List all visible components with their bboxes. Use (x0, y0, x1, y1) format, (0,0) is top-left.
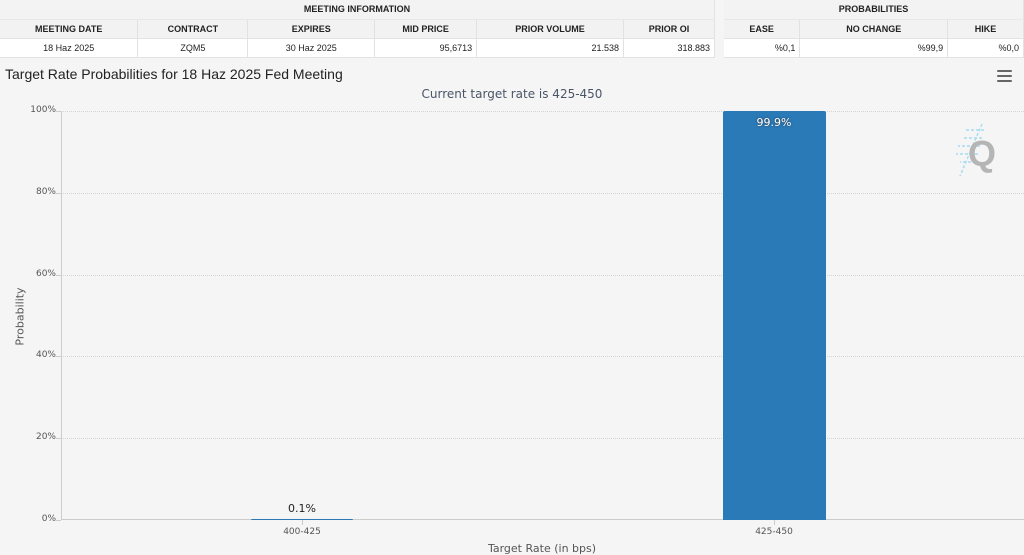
probabilities-header: PROBABILITIES (724, 0, 1024, 20)
expires-value: 30 Haz 2025 (247, 38, 376, 58)
col-meeting-date: MEETING DATE (0, 19, 139, 39)
table-row: 18 Haz 2025 ZQM5 30 Haz 2025 95,6713 21.… (0, 38, 715, 58)
col-contract: CONTRACT (137, 19, 249, 39)
y-axis (61, 111, 62, 520)
y-tick-label: 100% (30, 105, 56, 115)
gridline (61, 193, 1024, 194)
table-row: %0,1 %99,9 %0,0 (724, 38, 1024, 58)
bar-label-400-425: 0.1% (288, 502, 316, 515)
meeting-date-value: 18 Haz 2025 (0, 38, 139, 58)
probabilities-table: PROBABILITIES EASE NO CHANGE HIKE %0,1 %… (724, 0, 1024, 58)
plot-area: 100% 80% 60% 40% 20% 0% 0.1% 99.9% (30, 105, 1024, 524)
x-axis (61, 519, 1024, 520)
hamburger-menu-icon[interactable] (997, 70, 1012, 82)
no-change-value: %99,9 (799, 38, 949, 58)
meeting-information-table: MEETING INFORMATION MEETING DATE CONTRAC… (0, 0, 715, 58)
x-tick-label: 400-425 (283, 527, 321, 537)
gridline (61, 275, 1024, 276)
col-ease: EASE (724, 19, 801, 39)
prior-oi-value: 318.883 (623, 38, 715, 58)
bar-400-425[interactable] (251, 519, 353, 520)
col-mid-price: MID PRICE (374, 19, 478, 39)
y-tick-label: 20% (35, 432, 56, 442)
info-tables: MEETING INFORMATION MEETING DATE CONTRAC… (0, 0, 1024, 58)
y-tick-label: 0% (41, 514, 56, 524)
y-axis-label: Probability (13, 287, 27, 346)
col-prior-oi: PRIOR OI (623, 19, 715, 39)
meeting-information-header: MEETING INFORMATION (0, 0, 715, 20)
gridline (61, 438, 1024, 439)
col-no-change: NO CHANGE (799, 19, 949, 39)
y-tick-label: 40% (35, 350, 56, 360)
contract-value: ZQM5 (137, 38, 249, 58)
x-tick-label: 425-450 (755, 527, 793, 537)
chart-title: Target Rate Probabilities for 18 Haz 202… (5, 66, 343, 82)
gridline (61, 111, 1024, 112)
prior-volume-value: 21.538 (476, 38, 624, 58)
col-hike: HIKE (947, 19, 1024, 39)
y-tick-label: 60% (35, 269, 56, 279)
svg-text:Q: Q (968, 133, 996, 174)
gridline (61, 356, 1024, 357)
bar-425-450[interactable] (723, 111, 826, 520)
chart-subtitle: Current target rate is 425-450 (421, 87, 603, 101)
mid-price-value: 95,6713 (374, 38, 478, 58)
target-rate-chart: Target Rate Probabilities for 18 Haz 202… (0, 60, 1024, 555)
x-axis-label: Target Rate (in bps) (487, 542, 597, 555)
bar-label-425-450: 99.9% (756, 116, 792, 129)
cme-q-logo-icon: Q (956, 123, 996, 177)
col-prior-volume: PRIOR VOLUME (476, 19, 624, 39)
hike-value: %0,0 (947, 38, 1024, 58)
col-expires: EXPIRES (247, 19, 376, 39)
ease-value: %0,1 (724, 38, 801, 58)
y-tick-label: 80% (35, 187, 56, 197)
